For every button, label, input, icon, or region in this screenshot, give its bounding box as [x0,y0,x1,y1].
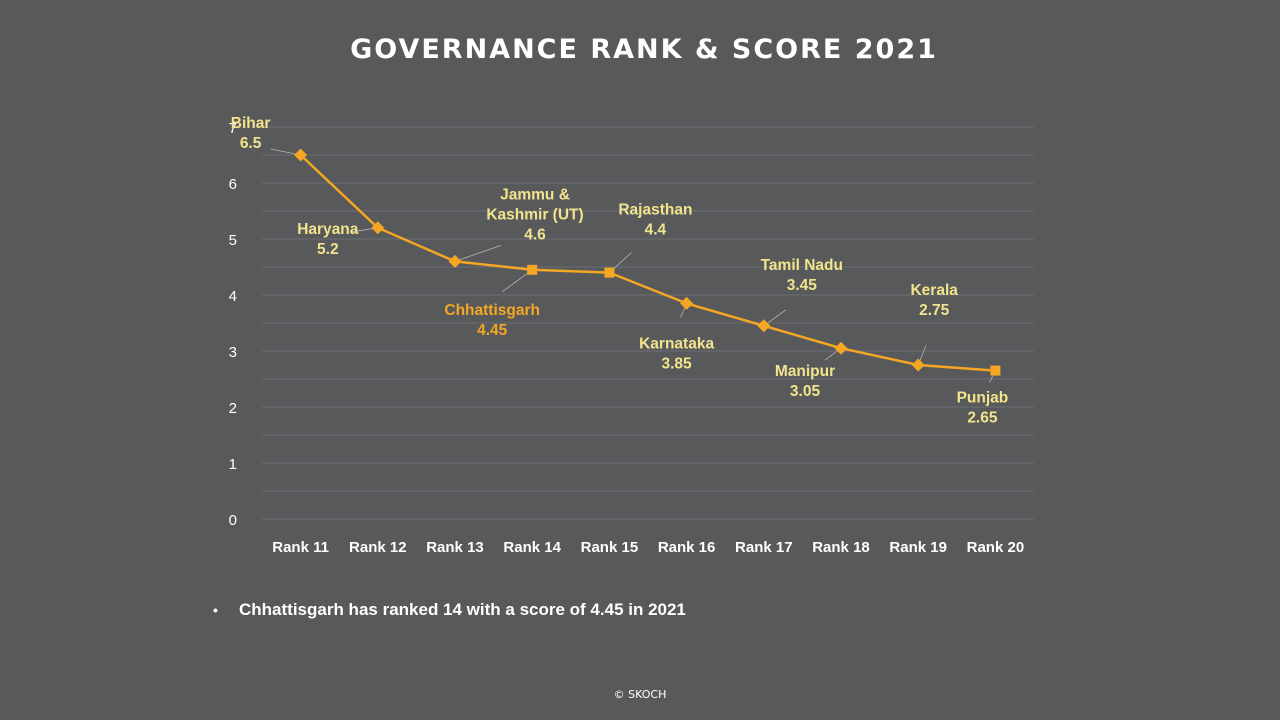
data-point [990,365,1001,376]
x-tick-label: Rank 19 [889,539,947,556]
point-label: Chhattisgarh 4.45 [444,302,540,339]
point-label-line: 5.2 [317,241,339,258]
bullet-icon: • [213,602,218,618]
leader-line [454,245,502,262]
point-label-line: Jammu & [500,186,570,203]
x-tick-label: Rank 15 [581,539,639,556]
x-tick-label: Rank 13 [426,539,484,556]
label-leader-lines [270,148,996,383]
point-label: Punjab 2.65 [957,390,1009,427]
point-label-line: 4.4 [645,222,667,239]
point-labels: Bihar 6.5 Haryana 5.2 Jammu & Kashmir (UT) 4.6… [231,115,1008,427]
point-label: Jammu & Kashmir (UT) 4.6 [486,186,583,243]
x-tick-label: Rank 17 [735,539,793,556]
y-tick-label: 2 [229,400,237,417]
point-label-line: 2.75 [919,302,950,319]
y-tick-label: 5 [229,232,237,249]
data-markers [294,148,1001,376]
point-label-line: 3.45 [787,277,818,294]
point-label-line: 2.65 [967,410,998,427]
point-label-line: Kashmir (UT) [486,206,583,223]
x-axis-ticks: Rank 11 Rank 12 Rank 13 Rank 14 Rank 15 Rank … [272,539,1024,556]
point-label-line: Kerala [910,282,958,299]
x-tick-label: Rank 20 [967,539,1025,556]
point-label-line: Bihar [231,115,271,132]
point-label-line: Chhattisgarh [444,302,540,319]
bullet-text: Chhattisgarh has ranked 14 with a score … [239,600,686,619]
point-label: Bihar 6.5 [231,115,271,152]
y-tick-label: 4 [229,288,237,305]
point-label-line: 6.5 [240,135,262,152]
y-tick-label: 6 [229,176,237,193]
data-point [448,254,462,268]
point-label-line: Rajasthan [618,202,692,219]
point-label-line: Karnataka [639,335,714,352]
point-label-line: 3.85 [662,355,693,372]
x-tick-label: Rank 12 [349,539,407,556]
x-tick-label: Rank 16 [658,539,716,556]
bullet-point: • Chhattisgarh has ranked 14 with a score… [213,600,686,620]
point-label: Rajasthan 4.4 [618,202,692,239]
data-point [834,341,848,355]
point-label: Haryana 5.2 [297,221,359,258]
chart-title: GOVERNANCE RANK & SCORE 2021 [350,34,938,65]
point-label-line: 4.45 [477,322,508,339]
data-point [294,148,308,162]
y-tick-label: 1 [229,456,237,473]
point-label: Tamil Nadu 3.45 [761,257,843,294]
y-tick-label: 7 [229,120,237,137]
gridlines [262,126,1034,520]
series-line-path [299,154,996,372]
series-line [299,154,996,372]
point-label: Kerala 2.75 [910,282,958,319]
data-point [911,358,925,372]
y-tick-label: 3 [229,344,237,361]
point-label-line: Punjab [957,390,1009,407]
point-label: Karnataka 3.85 [639,335,714,372]
data-point [527,264,538,275]
y-tick-label: 0 [229,512,237,529]
data-point [680,296,694,310]
x-tick-label: Rank 18 [812,539,870,556]
point-label-line: Tamil Nadu [761,257,843,274]
point-label-line: Haryana [297,221,359,238]
copyright-footer: © SKOCH [613,688,667,701]
data-point [757,319,771,333]
data-point [604,267,615,278]
data-point [371,221,385,235]
x-tick-label: Rank 11 [272,539,329,556]
y-axis-ticks: 0 1 2 3 4 5 6 7 [229,120,237,529]
x-tick-label: Rank 14 [503,539,561,556]
point-label-line: Manipur [775,363,835,380]
point-label: Manipur 3.05 [775,363,835,400]
point-label-line: 4.6 [524,226,546,243]
point-label-line: 3.05 [790,383,821,400]
